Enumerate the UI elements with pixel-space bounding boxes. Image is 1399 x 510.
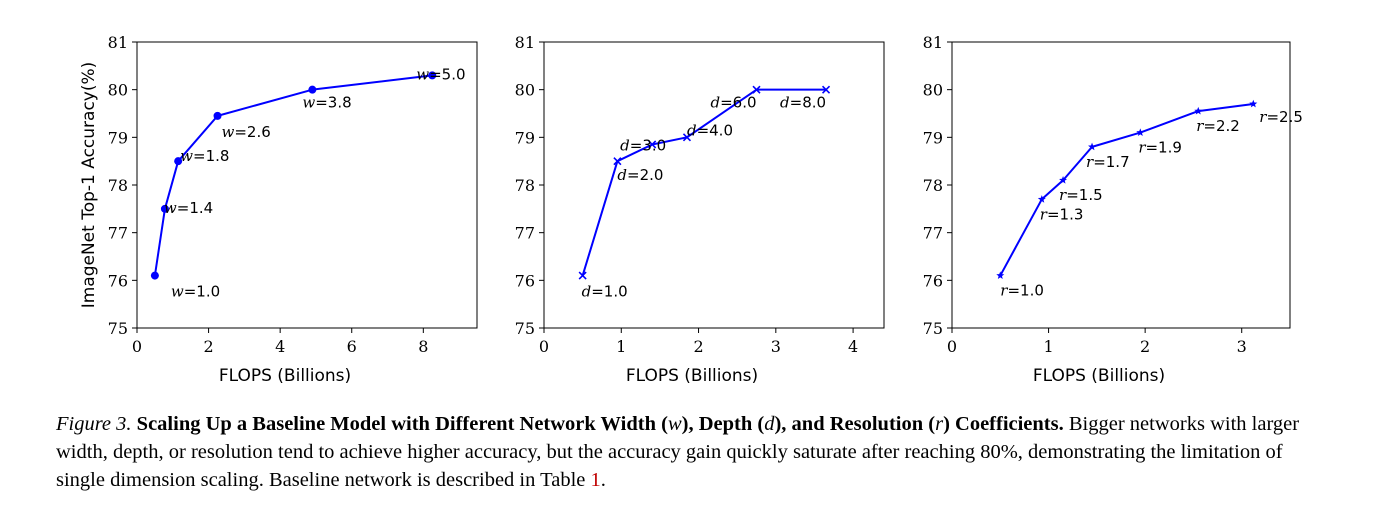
point-label: w=3.8 — [302, 94, 351, 112]
data-point — [213, 111, 222, 120]
x-tick-label: 8 — [418, 337, 428, 356]
x-axis-title: FLOPS (Billions) — [219, 366, 351, 386]
x-axis-title: FLOPS (Billions) — [1033, 366, 1165, 386]
series-line — [581, 88, 827, 276]
y-tick-label: 78 — [515, 176, 535, 195]
point-label: d=2.0 — [617, 166, 663, 184]
y-tick-label: 81 — [923, 33, 943, 52]
y-tick-label: 78 — [108, 176, 128, 195]
data-point — [1088, 142, 1097, 151]
y-tick-label: 81 — [108, 33, 128, 52]
point-label: d=6.0 — [711, 94, 757, 112]
y-tick-label: 76 — [923, 271, 943, 290]
chart-resolution-scaling: 75 76 77 78 79 80 81 0 1 2 3 FLOPS (Billions) r=1.0 r… — [923, 33, 1303, 386]
y-tick-label: 75 — [923, 319, 943, 338]
y-tick-label: 77 — [515, 224, 535, 243]
data-point — [1059, 176, 1068, 184]
data-point — [1136, 128, 1145, 136]
x-tick-label: 4 — [275, 337, 285, 356]
x-tick-label: 4 — [848, 337, 858, 356]
y-tick-label: 80 — [108, 81, 128, 100]
x-tick-label: 1 — [616, 337, 626, 356]
x-tick-label: 0 — [947, 337, 957, 356]
data-point — [1249, 99, 1258, 108]
figure-charts: 75 76 77 78 79 80 81 0 2 4 6 8 FLOPS (Billions) Image… — [79, 33, 1303, 386]
figure-label: Figure 3. — [56, 413, 132, 435]
point-label: d=3.0 — [620, 136, 666, 154]
x-tick-label: 2 — [203, 337, 213, 356]
point-label: w=1.0 — [171, 283, 220, 301]
caption-body: Bigger networks with larger width, depth… — [56, 413, 1300, 491]
data-point — [821, 85, 831, 94]
y-tick-label: 75 — [108, 319, 128, 338]
x-tick-label: 0 — [539, 337, 549, 356]
series-line — [153, 74, 433, 276]
point-label: r=1.5 — [1059, 186, 1103, 204]
y-tick-label: 75 — [515, 319, 535, 338]
point-label: w=5.0 — [416, 65, 465, 83]
data-point — [578, 271, 587, 280]
data-point — [648, 140, 657, 149]
x-tick-label: 1 — [1043, 337, 1053, 356]
x-tick-label: 0 — [132, 337, 142, 356]
y-tick-label: 77 — [108, 224, 128, 243]
y-tick-label: 78 — [923, 176, 943, 195]
y-tick-label: 80 — [923, 81, 943, 100]
point-label: r=1.7 — [1086, 153, 1130, 171]
x-axis-title: FLOPS (Billions) — [626, 366, 758, 386]
x-tick-label: 2 — [693, 337, 703, 356]
point-label: d=4.0 — [687, 121, 733, 139]
data-point — [1194, 106, 1203, 115]
data-point — [428, 71, 437, 80]
point-label: r=1.9 — [1138, 139, 1182, 157]
data-point — [1037, 195, 1046, 203]
data-point — [996, 271, 1005, 279]
y-tick-label: 79 — [923, 128, 943, 147]
y-tick-label: 76 — [515, 271, 535, 290]
data-point — [752, 85, 761, 94]
figure-caption: Figure 3. Scaling Up a Baseline Model wi… — [56, 413, 1300, 491]
point-label: r=1.3 — [1040, 205, 1084, 223]
y-tick-label: 80 — [515, 81, 535, 100]
x-tick-label: 3 — [771, 337, 781, 356]
point-label: w=2.6 — [222, 123, 271, 141]
y-tick-label: 76 — [108, 271, 128, 290]
point-label: r=2.2 — [1196, 117, 1240, 135]
caption-title: Scaling Up a Baseline Model with Differe… — [136, 413, 1064, 435]
chart-depth-scaling: 75 76 77 78 79 80 81 0 1 2 3 4 FLOPS (Billions) d=1.0… — [515, 33, 885, 386]
table-reference-link[interactable]: 1 — [590, 469, 601, 491]
point-label: w=1.8 — [180, 147, 229, 165]
point-label: r=2.5 — [1259, 108, 1303, 126]
data-point — [682, 133, 692, 142]
point-label: d=1.0 — [582, 283, 628, 301]
data-point — [150, 271, 159, 280]
y-tick-label: 79 — [515, 128, 535, 147]
y-tick-label: 77 — [923, 224, 943, 243]
y-axis-title: ImageNet Top-1 Accuracy(%) — [79, 62, 99, 309]
data-point — [613, 157, 622, 166]
data-point — [308, 85, 317, 94]
point-label: d=8.0 — [780, 94, 826, 112]
x-tick-label: 3 — [1237, 337, 1247, 356]
point-label: r=1.0 — [1000, 282, 1044, 300]
data-point — [160, 204, 169, 213]
point-label: w=1.4 — [164, 199, 213, 217]
data-point — [174, 157, 183, 166]
y-tick-label: 79 — [108, 128, 128, 147]
y-tick-label: 81 — [515, 33, 535, 52]
x-tick-label: 2 — [1140, 337, 1150, 356]
x-tick-label: 6 — [347, 337, 357, 356]
chart-width-scaling: 75 76 77 78 79 80 81 0 2 4 6 8 FLOPS (Billions) Image… — [79, 33, 478, 386]
